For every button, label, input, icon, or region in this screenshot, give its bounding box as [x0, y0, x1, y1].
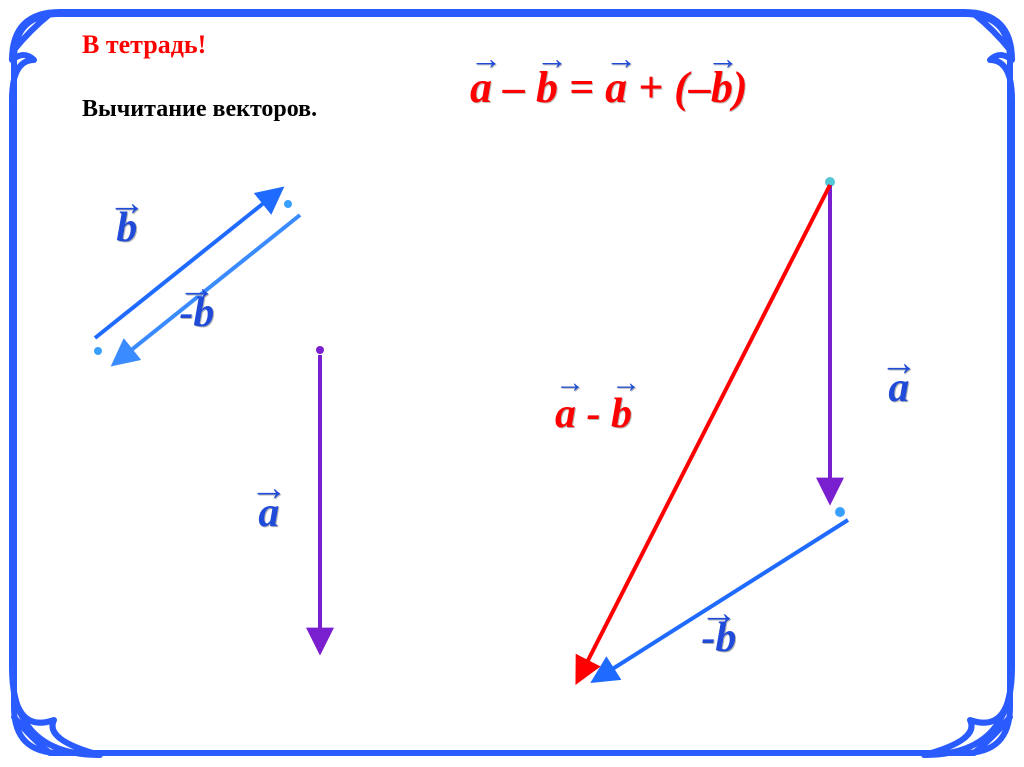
- label-a-left: → a: [250, 485, 288, 537]
- title-text: В тетрадь!: [82, 30, 206, 60]
- formula: → a – → b = → a + (– → b ): [470, 62, 747, 113]
- label-a-right: → a: [880, 360, 918, 412]
- subtitle-text: Вычитание векторов.: [82, 96, 317, 123]
- label-b-left: → b: [108, 200, 146, 252]
- label-result: → a - → b: [555, 390, 632, 438]
- label-negb-left: → -b: [178, 285, 216, 337]
- label-negb-right: → -b: [700, 610, 738, 662]
